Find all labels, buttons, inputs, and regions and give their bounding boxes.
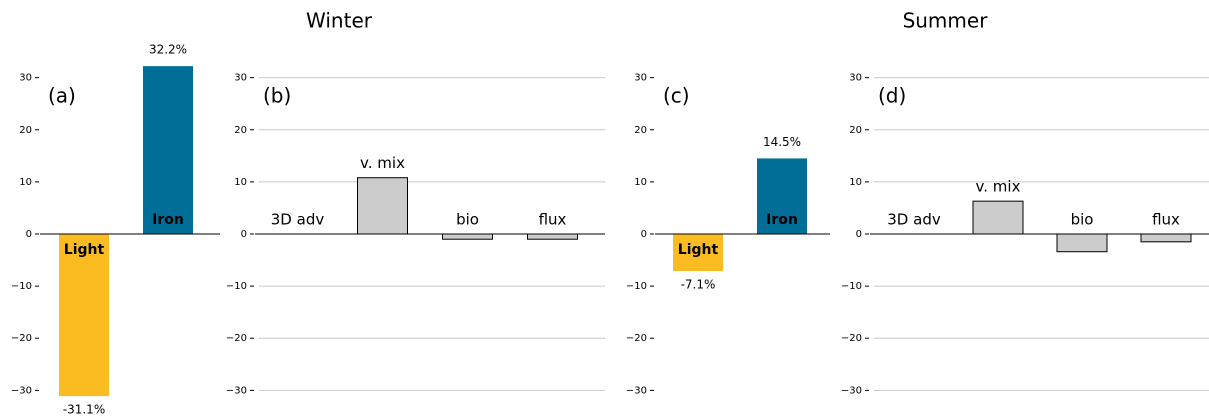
y-tick-label: 20 bbox=[849, 125, 862, 136]
y-tick-label: −20 bbox=[841, 333, 862, 344]
y-tick-label: −30 bbox=[11, 385, 32, 396]
bar bbox=[757, 158, 807, 234]
bar bbox=[673, 234, 723, 272]
panel-label: (c) bbox=[663, 84, 690, 108]
y-tick-label: 10 bbox=[234, 177, 247, 188]
y-tick-label: 20 bbox=[234, 125, 247, 136]
bar bbox=[59, 234, 109, 397]
bar bbox=[972, 200, 1024, 235]
panel-title: Winter bbox=[306, 9, 373, 33]
y-tick-label: 20 bbox=[19, 125, 32, 136]
bar-label: flux bbox=[539, 211, 567, 229]
y-tick-label: −30 bbox=[841, 385, 862, 396]
bar-label: bio bbox=[456, 211, 479, 229]
value-label: -7.1% bbox=[681, 278, 716, 292]
y-tick-label: 30 bbox=[849, 73, 862, 84]
y-tick-label: 0 bbox=[856, 229, 862, 240]
y-tick-label: −30 bbox=[626, 385, 647, 396]
y-tick-label: −30 bbox=[226, 385, 247, 396]
y-tick-label: 20 bbox=[634, 125, 647, 136]
bar-label: Light bbox=[64, 242, 105, 258]
panel-label: (d) bbox=[878, 84, 906, 108]
panel-title: Summer bbox=[903, 9, 989, 33]
bar bbox=[357, 177, 408, 235]
y-tick-label: 30 bbox=[19, 73, 32, 84]
bar-label: Iron bbox=[152, 212, 184, 228]
panel-label: (b) bbox=[263, 84, 291, 108]
y-tick-label: −20 bbox=[11, 333, 32, 344]
bar-label: v. mix bbox=[360, 154, 405, 172]
bar bbox=[442, 233, 493, 240]
y-tick-label: 0 bbox=[241, 229, 247, 240]
bar bbox=[1140, 233, 1192, 243]
bar-label: bio bbox=[1071, 211, 1094, 229]
y-tick-label: −10 bbox=[841, 281, 862, 292]
panel-label: (a) bbox=[48, 84, 76, 108]
y-tick-label: 10 bbox=[849, 177, 862, 188]
bar-label: Iron bbox=[766, 212, 798, 228]
value-label: -31.1% bbox=[63, 403, 105, 417]
y-tick-label: −10 bbox=[11, 281, 32, 292]
value-label: 14.5% bbox=[763, 135, 801, 149]
bar bbox=[1056, 233, 1108, 253]
bar-label: v. mix bbox=[976, 178, 1021, 196]
y-tick-label: −10 bbox=[626, 281, 647, 292]
y-tick-label: 30 bbox=[634, 73, 647, 84]
bar-label: flux bbox=[1152, 211, 1180, 229]
y-tick-label: 10 bbox=[634, 177, 647, 188]
bar-label: 3D adv bbox=[887, 211, 941, 229]
y-tick-label: 10 bbox=[19, 177, 32, 188]
value-label: 32.2% bbox=[149, 43, 187, 57]
y-tick-label: 0 bbox=[26, 229, 32, 240]
y-tick-label: −20 bbox=[626, 333, 647, 344]
y-tick-label: 0 bbox=[641, 229, 647, 240]
bar bbox=[527, 233, 578, 240]
bar bbox=[143, 66, 193, 234]
y-tick-label: 30 bbox=[234, 73, 247, 84]
bar-label: 3D adv bbox=[271, 211, 325, 229]
bar-label: Light bbox=[678, 242, 719, 258]
y-tick-label: −20 bbox=[226, 333, 247, 344]
y-tick-label: −10 bbox=[226, 281, 247, 292]
